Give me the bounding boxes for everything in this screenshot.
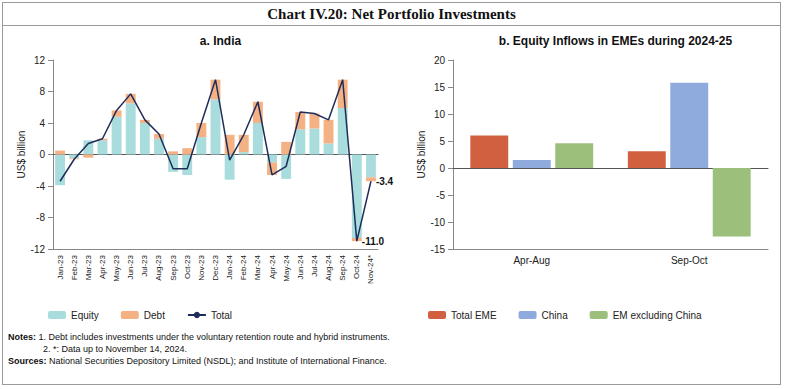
svg-text:Oct-23: Oct-23 (183, 254, 192, 279)
svg-text:-8: -8 (36, 212, 45, 223)
svg-text:Total EME: Total EME (451, 310, 497, 321)
svg-text:Debt: Debt (144, 310, 165, 321)
svg-text:Dec-23: Dec-23 (211, 254, 220, 280)
svg-text:a. India: a. India (200, 34, 242, 48)
svg-text:Aug-23: Aug-23 (154, 254, 163, 280)
svg-text:Jun-24: Jun-24 (296, 254, 305, 279)
svg-text:May-24: May-24 (282, 254, 291, 281)
svg-text:8: 8 (39, 86, 45, 97)
svg-text:12: 12 (34, 55, 46, 66)
svg-text:-4: -4 (36, 181, 45, 192)
svg-text:Jul-23: Jul-23 (140, 254, 149, 276)
svg-text:Sep-23: Sep-23 (169, 254, 178, 280)
svg-text:China: China (542, 310, 569, 321)
svg-text:-15: -15 (431, 244, 446, 255)
svg-text:Jul-24: Jul-24 (310, 254, 319, 276)
svg-text:Mar-24: Mar-24 (253, 254, 262, 280)
svg-text:10: 10 (434, 109, 446, 120)
svg-text:EM excluding China: EM excluding China (613, 310, 702, 321)
svg-text:May-23: May-23 (112, 254, 121, 281)
svg-text:Jun-23: Jun-23 (126, 254, 135, 279)
svg-text:-12: -12 (31, 244, 46, 255)
html-text:Notes: 1. Debt includes invest: Notes: 1. Debt includes investments unde… (8, 332, 390, 342)
svg-text:Equity: Equity (71, 310, 99, 321)
svg-text:Total: Total (211, 310, 232, 321)
svg-text:-10: -10 (431, 217, 446, 228)
svg-text:Oct-24: Oct-24 (352, 254, 361, 279)
svg-text:Feb-23: Feb-23 (70, 254, 79, 280)
svg-text:b. Equity Inflows in EMEs duri: b. Equity Inflows in EMEs during 2024-25 (499, 34, 733, 48)
svg-text:Jan-24: Jan-24 (225, 254, 234, 279)
svg-text:US$ billion: US$ billion (416, 131, 427, 179)
svg-text:20: 20 (434, 55, 446, 66)
svg-text:US$ billion: US$ billion (16, 131, 27, 179)
html-text:2. *: Data up to November 14,: 2. *: Data up to November 14, 2024. (43, 344, 188, 354)
svg-text:Aug-24: Aug-24 (324, 254, 333, 280)
svg-text:4: 4 (39, 118, 45, 129)
svg-text:15: 15 (434, 82, 446, 93)
svg-text:-5: -5 (436, 190, 445, 201)
svg-text:Jan-23: Jan-23 (56, 254, 65, 279)
svg-text:-11.0: -11.0 (362, 236, 385, 247)
svg-text:-3.4: -3.4 (376, 176, 394, 187)
svg-text:0: 0 (439, 163, 445, 174)
svg-text:Mar-23: Mar-23 (84, 254, 93, 280)
svg-text:Apr-23: Apr-23 (98, 254, 107, 279)
html-text:Sources: National Securities D: Sources: National Securities Depository … (8, 356, 387, 366)
html-text:Chart IV.20: Net Portfolio Inv: Chart IV.20: Net Portfolio Investments (267, 6, 516, 22)
svg-text:Feb-24: Feb-24 (239, 254, 248, 280)
svg-text:0: 0 (39, 149, 45, 160)
svg-text:Sep-24: Sep-24 (338, 254, 347, 280)
svg-text:Nov-23: Nov-23 (197, 254, 206, 280)
svg-text:Nov-24*: Nov-24* (366, 255, 375, 284)
svg-text:Apr-24: Apr-24 (268, 254, 277, 279)
svg-text:Sep-Oct: Sep-Oct (671, 255, 708, 266)
svg-text:5: 5 (439, 136, 445, 147)
svg-text:Apr-Aug: Apr-Aug (513, 255, 550, 266)
